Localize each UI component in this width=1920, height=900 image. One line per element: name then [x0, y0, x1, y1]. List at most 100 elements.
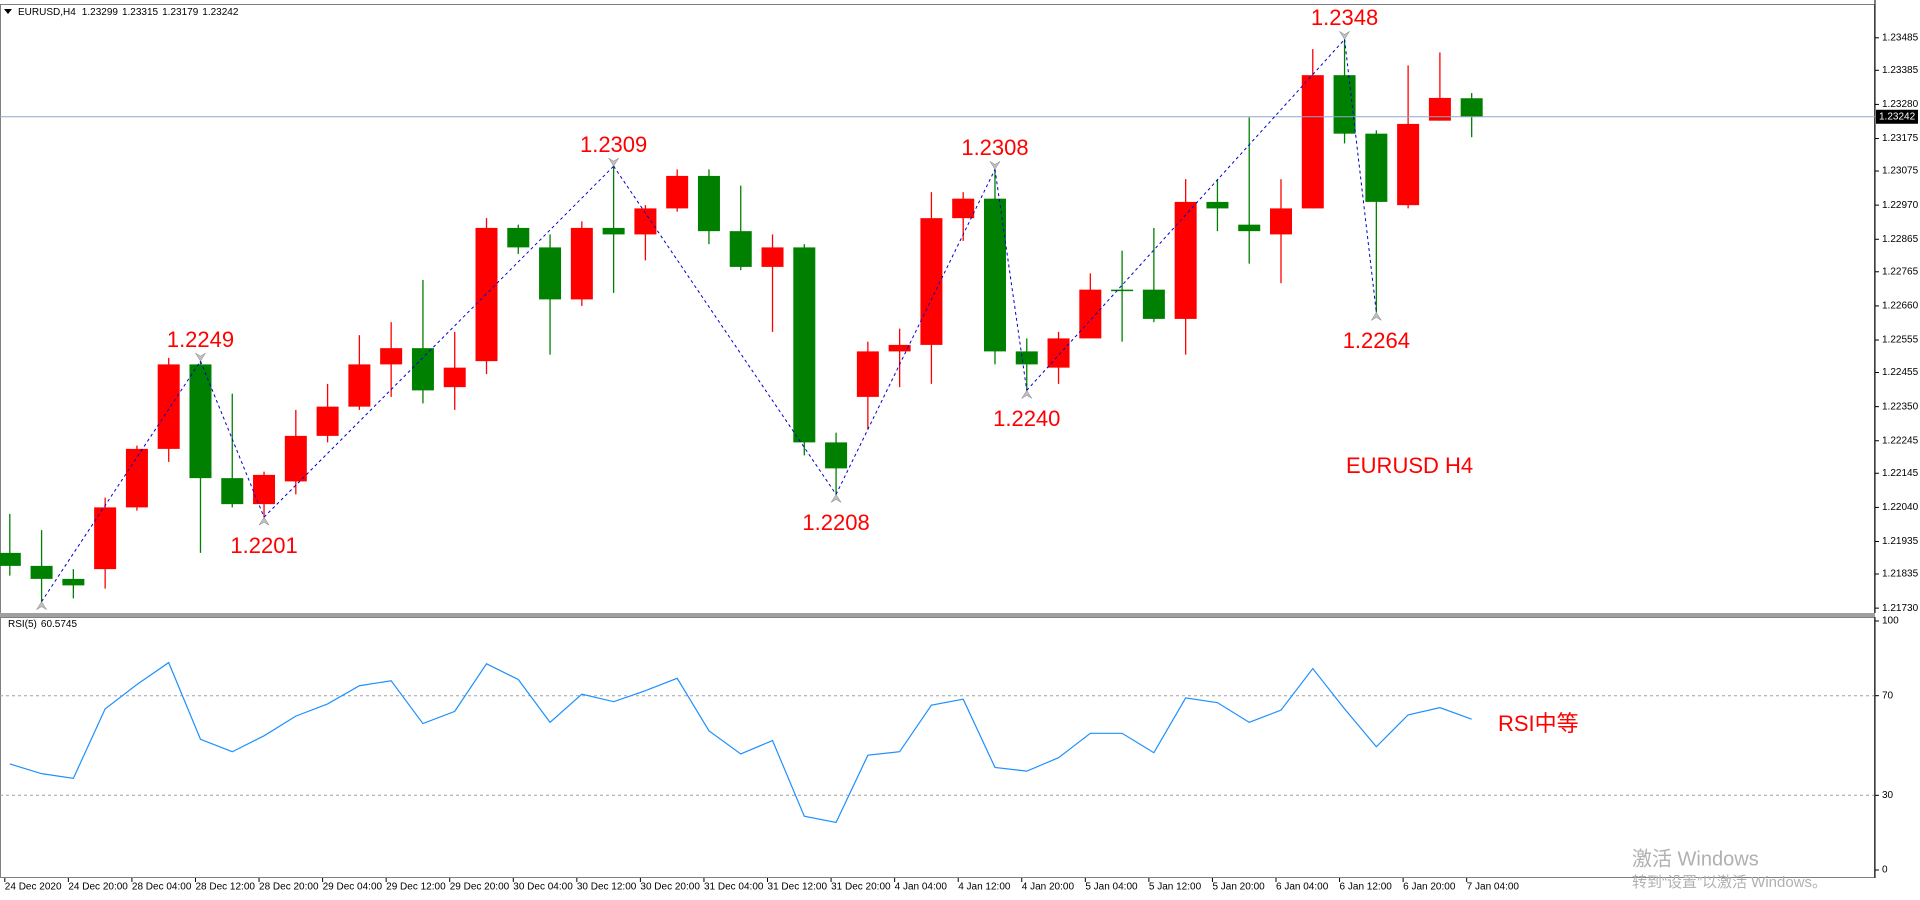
candle-body	[1142, 289, 1165, 319]
zigzag-arrow	[1339, 31, 1350, 40]
y-tick-label: 0	[1882, 865, 1888, 876]
x-tick-label: 4 Jan 20:00	[1022, 882, 1075, 893]
candle-body	[793, 247, 816, 443]
x-tick-label: 6 Jan 20:00	[1403, 882, 1456, 893]
zigzag-arrow	[1371, 311, 1382, 321]
candle-body	[1301, 75, 1324, 209]
candle-body	[411, 348, 434, 391]
y-tick-label: 1.23385	[1882, 65, 1919, 76]
y-tick-label: 1.21835	[1882, 569, 1919, 580]
candle-body	[729, 231, 752, 267]
candle-body	[634, 208, 657, 235]
y-tick-label: 1.22350	[1882, 401, 1919, 412]
candle-body	[125, 448, 148, 508]
zigzag-segment	[1344, 39, 1377, 313]
candle-body	[30, 565, 53, 579]
y-tick-label: 1.22765	[1882, 266, 1919, 277]
zigzag-segment	[613, 165, 837, 495]
y-tick-label: 1.23485	[1882, 32, 1919, 43]
y-tick-label: 1.22660	[1882, 301, 1919, 312]
y-tick-label: 1.22040	[1882, 502, 1919, 513]
zigzag-arrow	[258, 516, 270, 526]
y-tick-label: 1.22865	[1882, 234, 1919, 245]
watermark-subtitle: 转到“设置”以激活 Windows。	[1632, 874, 1827, 891]
rsi-header: RSI(5) 60.5745	[8, 619, 77, 630]
header-open: 1.23299	[82, 7, 119, 18]
candle-body	[1238, 224, 1261, 232]
candle-body	[856, 351, 879, 397]
candle-body	[539, 247, 562, 300]
x-tick-label: 5 Jan 04:00	[1085, 882, 1138, 893]
candle-body	[221, 478, 244, 505]
candle-body	[1174, 201, 1197, 319]
header-low: 1.23179	[162, 7, 199, 18]
candle-body	[1047, 338, 1070, 368]
candle-body	[507, 227, 530, 248]
x-tick-label: 31 Dec 12:00	[768, 882, 828, 893]
y-tick-label: 1.22145	[1882, 468, 1919, 479]
x-tick-label: 4 Jan 04:00	[895, 882, 948, 893]
x-tick-label: 31 Dec 20:00	[831, 882, 891, 893]
zigzag-label: 1.2264	[1343, 328, 1410, 353]
rsi-title: RSI(5)	[8, 619, 37, 630]
candle-body	[1428, 97, 1451, 121]
zigzag-arrow	[1021, 389, 1032, 399]
zigzag-label: 1.2240	[993, 406, 1060, 431]
rsi-line	[9, 661, 1472, 824]
candle-body	[0, 552, 21, 566]
zigzag-arrow	[195, 352, 206, 362]
candle-body	[952, 198, 975, 219]
rsi-last: 60.5745	[41, 619, 78, 630]
x-tick-label: 28 Dec 04:00	[132, 882, 192, 893]
zigzag-arrow	[36, 601, 47, 610]
zigzag-segment	[1026, 39, 1345, 391]
candle-body	[1365, 133, 1388, 202]
x-tick-label: 29 Dec 12:00	[386, 882, 446, 893]
y-tick-label: 1.22555	[1882, 335, 1919, 346]
x-tick-label: 5 Jan 20:00	[1212, 882, 1265, 893]
x-tick-label: 4 Jan 12:00	[958, 882, 1011, 893]
zigzag-segment	[200, 360, 265, 518]
x-tick-label: 30 Dec 04:00	[513, 882, 573, 893]
candle-body	[1015, 351, 1038, 365]
x-tick-label: 31 Dec 04:00	[704, 882, 764, 893]
candle-body	[1333, 75, 1356, 134]
zigzag-segment	[994, 169, 1028, 391]
x-tick-label: 24 Dec 2020	[5, 882, 62, 893]
x-tick-label: 28 Dec 20:00	[259, 882, 319, 893]
y-tick-label: 1.23280	[1882, 99, 1919, 110]
candle-body	[825, 442, 848, 469]
watermark-title: 激活 Windows	[1632, 847, 1759, 870]
header-close: 1.23242	[202, 7, 239, 18]
current-price-box	[1876, 109, 1918, 124]
candle-body	[602, 227, 625, 235]
x-tick-label: 30 Dec 20:00	[640, 882, 700, 893]
zigzag-segment	[263, 165, 614, 518]
x-tick-label: 30 Dec 12:00	[577, 882, 637, 893]
x-tick-label: 5 Jan 12:00	[1149, 882, 1202, 893]
header-high: 1.23315	[122, 7, 159, 18]
candle-body	[983, 198, 1006, 352]
candle-body	[1206, 201, 1229, 209]
y-tick-label: 30	[1882, 790, 1894, 801]
zigzag-label: 1.2309	[580, 132, 647, 157]
candle-body	[475, 227, 498, 362]
header-arrow	[4, 9, 12, 14]
candle-body	[761, 247, 784, 267]
current-price-label: 1.23242	[1879, 111, 1916, 122]
price-header: EURUSD,H4 1.23299 1.23315 1.23179 1.23242	[18, 7, 239, 18]
candle-body	[1397, 123, 1420, 206]
x-tick-label: 29 Dec 20:00	[450, 882, 510, 893]
y-tick-label: 1.21935	[1882, 536, 1919, 547]
x-tick-label: 29 Dec 04:00	[323, 882, 383, 893]
candle-body	[443, 367, 466, 388]
x-tick-label: 7 Jan 04:00	[1467, 882, 1520, 893]
zigzag-arrow	[989, 161, 1001, 170]
x-tick-label: 28 Dec 12:00	[195, 882, 255, 893]
zigzag-label: 1.2249	[167, 327, 234, 352]
panel-separator	[0, 613, 1875, 617]
y-tick-label: 1.21730	[1882, 603, 1919, 614]
zigzag-arrow	[830, 493, 842, 503]
